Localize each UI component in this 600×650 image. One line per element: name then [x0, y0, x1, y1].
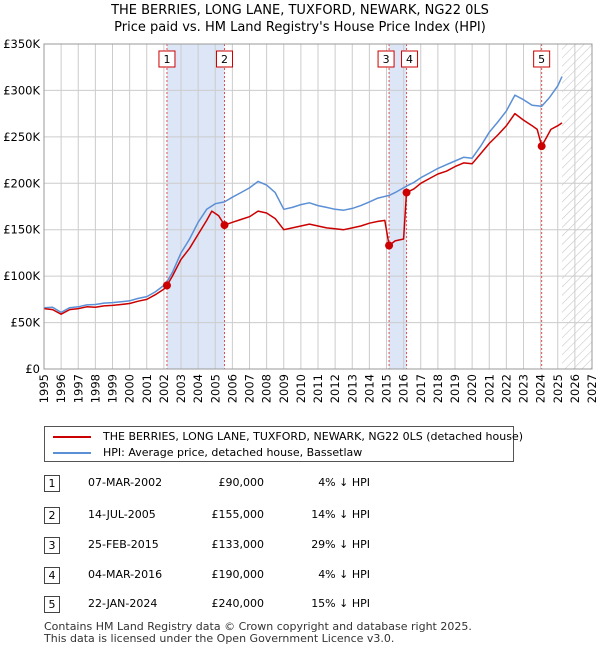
transaction-price: £240,000 — [211, 597, 265, 610]
transaction-price: £90,000 — [218, 476, 265, 489]
y-tick-label: £150K — [3, 223, 40, 237]
y-tick-label: £0 — [25, 362, 40, 376]
x-tick-label: 2015 — [380, 374, 394, 403]
legend-red-line — [53, 436, 91, 438]
transaction-label-box — [401, 50, 419, 68]
transaction-label-box — [533, 50, 551, 68]
x-tick-label: 2012 — [328, 374, 342, 403]
x-tick-label: 2021 — [482, 374, 496, 403]
property-price-line — [44, 112, 563, 315]
x-tick-label: 2023 — [517, 374, 531, 403]
hpi-line — [44, 76, 563, 314]
y-tick-label: £100K — [3, 269, 40, 283]
transaction-label: 4 — [406, 53, 413, 66]
legend-entry-property: THE BERRIES, LONG LANE, TUXFORD, NEWARK,… — [53, 429, 523, 444]
transaction-date: 22-JAN-2024 — [88, 597, 158, 610]
shaded-period — [389, 44, 407, 369]
transaction-label: 3 — [383, 53, 390, 66]
x-tick-label: 2018 — [431, 374, 445, 403]
footer-licence: This data is licensed under the Open Gov… — [44, 632, 395, 645]
x-tick-label: 2022 — [499, 374, 513, 403]
legend: THE BERRIES, LONG LANE, TUXFORD, NEWARK,… — [44, 426, 523, 462]
x-tick-label: 2007 — [243, 374, 257, 403]
transaction-number: 1 — [44, 475, 60, 492]
transaction-price: £155,000 — [211, 508, 265, 521]
sale-point — [162, 281, 171, 290]
x-tick-label: 2009 — [277, 374, 291, 403]
x-tick-label: 2024 — [534, 374, 548, 403]
x-tick-label: 2020 — [465, 374, 479, 403]
series-group — [44, 76, 563, 315]
legend-blue-line — [53, 452, 91, 454]
x-tick-label: 2014 — [362, 374, 376, 403]
transaction-label-box — [215, 50, 233, 68]
transaction-number: 4 — [44, 567, 60, 584]
x-tick-label: 2011 — [311, 374, 325, 403]
x-tick-label: 1998 — [88, 374, 102, 403]
chart-title: THE BERRIES, LONG LANE, TUXFORD, NEWARK,… — [111, 3, 489, 18]
x-tick-label: 2027 — [585, 374, 599, 403]
x-tick-label: 2017 — [414, 374, 428, 403]
x-tick-label: 2025 — [551, 374, 565, 403]
footer-copyright: Contains HM Land Registry data © Crown c… — [44, 620, 472, 633]
sale-point — [402, 188, 411, 197]
transaction-label-box — [158, 50, 176, 68]
transaction-label: 1 — [163, 53, 170, 66]
x-tick-label: 2005 — [208, 374, 222, 403]
x-tick-label: 2013 — [345, 374, 359, 403]
transaction-price: £190,000 — [211, 568, 265, 581]
transaction-label-box — [377, 50, 395, 68]
transaction-date: 14-JUL-2005 — [88, 508, 156, 521]
x-tick-label: 2001 — [140, 374, 154, 403]
x-tick-label: 1997 — [71, 374, 85, 403]
chart-subtitle: Price paid vs. HM Land Registry's House … — [114, 20, 486, 35]
sale-point — [385, 241, 394, 250]
legend-property-label: THE BERRIES, LONG LANE, TUXFORD, NEWARK,… — [103, 430, 524, 443]
sale-point — [537, 142, 546, 151]
transaction-price: £133,000 — [211, 538, 265, 551]
transaction-number: 5 — [44, 596, 60, 613]
transaction-date: 04-MAR-2016 — [88, 568, 163, 581]
x-tick-label: 2004 — [191, 374, 205, 403]
transaction-hpi: 4% ↓ HPI — [318, 568, 370, 581]
x-tick-label: 1996 — [54, 374, 68, 403]
forecast-hatch — [562, 44, 592, 369]
x-tick-label: 2016 — [397, 374, 411, 403]
x-tick-label: 2026 — [568, 374, 582, 403]
x-tick-label: 2002 — [157, 374, 171, 403]
x-tick-label: 2008 — [260, 374, 274, 403]
shaded-period — [166, 44, 225, 369]
transaction-date: 07-MAR-2002 — [88, 476, 163, 489]
transaction-label: 5 — [538, 53, 545, 66]
transaction-hpi: 15% ↓ HPI — [311, 597, 370, 610]
transaction-number: 2 — [44, 507, 60, 524]
transaction-number: 3 — [44, 537, 60, 554]
x-tick-label: 2003 — [174, 374, 188, 403]
plot-frame — [43, 43, 593, 370]
x-tick-label: 1995 — [37, 374, 51, 403]
y-tick-label: £200K — [3, 176, 40, 190]
x-tick-label: 1999 — [106, 374, 120, 403]
y-tick-label: £350K — [3, 37, 40, 51]
transaction-hpi: 14% ↓ HPI — [311, 508, 370, 521]
price-chart: 1 2 3 4 5 £0 £50K £100K £150K £200K £250K £300K £350… — [3, 37, 599, 403]
transaction-date: 25-FEB-2015 — [88, 538, 159, 551]
x-tick-label: 2000 — [123, 374, 137, 403]
legend-hpi-label: HPI: Average price, detached house, Bass… — [103, 446, 363, 459]
transaction-label: 2 — [221, 53, 228, 66]
y-tick-label: £250K — [3, 130, 40, 144]
transaction-hpi: 4% ↓ HPI — [318, 476, 370, 489]
x-tick-label: 2006 — [225, 374, 239, 403]
x-tick-label: 2019 — [448, 374, 462, 403]
y-tick-label: £50K — [11, 316, 41, 330]
legend-entry-hpi: HPI: Average price, detached house, Bass… — [53, 445, 362, 460]
x-tick-label: 2010 — [294, 374, 308, 403]
sale-point — [220, 221, 229, 230]
y-tick-label: £300K — [3, 83, 40, 97]
transaction-hpi: 29% ↓ HPI — [311, 538, 370, 551]
